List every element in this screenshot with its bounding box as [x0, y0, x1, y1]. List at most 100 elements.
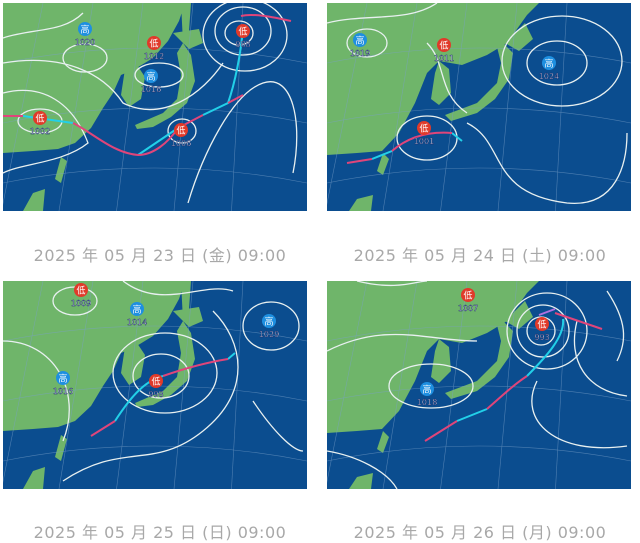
- weather-map-0523: 高 1020 低 1012 高 1016 低 988 低 1002 低 1006: [3, 3, 307, 211]
- high-pressure-icon: [78, 22, 92, 36]
- pressure-value: 1016: [53, 387, 73, 396]
- graticule: [327, 3, 631, 211]
- isobar: [112, 332, 218, 414]
- pressure-value: 1018: [417, 398, 437, 407]
- low-pressure-icon: [174, 123, 188, 137]
- map-caption: 2025 年 05 月 24 日 (土) 09:00: [353, 246, 607, 265]
- pressure-type: 高: [80, 24, 89, 36]
- pressure-type: 低: [149, 38, 158, 50]
- pressure-value: 1016: [141, 85, 161, 94]
- high-pressure-marker: 高 1016: [141, 69, 161, 94]
- isobar: [132, 353, 190, 399]
- isobar: [3, 12, 84, 39]
- isobars: [327, 281, 628, 489]
- pressure-type: 低: [463, 290, 472, 302]
- pressure-type: 高: [264, 316, 273, 328]
- pressure-value: 1019: [350, 49, 370, 58]
- low-pressure-marker: 低 1012: [144, 36, 164, 61]
- pressure-type: 高: [544, 58, 553, 70]
- isobar: [3, 89, 89, 174]
- isobar: [242, 301, 300, 351]
- isobar: [202, 3, 288, 72]
- pressure-type: 低: [176, 125, 185, 137]
- low-pressure-marker: 低 1009: [71, 283, 91, 308]
- occluded-front: [538, 308, 556, 316]
- low-pressure-icon: [149, 374, 163, 388]
- isobars: [327, 3, 628, 204]
- high-pressure-marker: 高 1018: [417, 382, 437, 407]
- low-pressure-icon: [417, 121, 431, 135]
- isobar: [573, 320, 628, 397]
- pressure-type: 低: [151, 376, 160, 388]
- pressure-type: 低: [238, 26, 247, 38]
- warm-front: [90, 358, 229, 437]
- cold-front: [371, 132, 463, 160]
- isobar: [327, 333, 478, 352]
- pressure-value: 1007: [458, 304, 478, 313]
- low-pressure-marker: 低 1006: [171, 123, 191, 148]
- isobar: [346, 28, 388, 58]
- weather-map-0526: 低 1007 低 993 高 1018: [327, 281, 631, 489]
- low-pressure-marker: 低 1007: [458, 288, 478, 313]
- isobar: [187, 81, 298, 204]
- isobar: [252, 400, 304, 452]
- pressure-type: 低: [76, 285, 85, 297]
- isobar: [426, 42, 468, 114]
- pressure-value: 1002: [30, 127, 50, 136]
- pressure-type: 高: [355, 35, 364, 47]
- isobar: [356, 281, 428, 287]
- pressure-type: 高: [58, 373, 67, 385]
- isobars: [3, 281, 304, 482]
- pressure-value: 993: [534, 333, 549, 342]
- low-pressure-marker: 低 988: [235, 24, 251, 49]
- low-pressure-icon: [535, 317, 549, 331]
- isobar: [62, 43, 108, 73]
- pressure-value: 1009: [71, 299, 91, 308]
- high-pressure-icon: [56, 371, 70, 385]
- isobar: [327, 3, 438, 24]
- low-pressure-marker: 低 1001: [414, 121, 434, 146]
- isobar: [134, 62, 184, 88]
- pressure-type: 低: [419, 123, 428, 135]
- pressure-value: 1011: [434, 54, 454, 63]
- warm-front: [3, 13, 292, 157]
- graticule: [327, 281, 631, 489]
- isobar: [167, 118, 197, 144]
- pressure-type: 高: [146, 71, 155, 83]
- isobar: [388, 363, 474, 409]
- isobar: [501, 15, 623, 107]
- isobar: [122, 281, 234, 296]
- high-pressure-marker: 高 1016: [53, 371, 73, 396]
- pressure-type: 高: [132, 304, 141, 316]
- warm-front: [424, 312, 603, 442]
- high-pressure-marker: 高 1014: [127, 302, 147, 327]
- pressure-value: 988: [235, 40, 250, 49]
- low-pressure-icon: [74, 283, 88, 297]
- low-pressure-icon: [236, 24, 250, 38]
- pressure-value: 998: [148, 390, 163, 399]
- low-pressure-icon: [461, 288, 475, 302]
- low-pressure-marker: 低 993: [534, 317, 550, 342]
- weather-map-0524: 高 1019 低 1011 高 1024 低 1001: [327, 3, 631, 211]
- high-pressure-icon: [262, 314, 276, 328]
- pressure-value: 1029: [259, 330, 279, 339]
- high-pressure-marker: 高 1019: [350, 33, 370, 58]
- low-pressure-icon: [33, 111, 47, 125]
- pressure-type: 低: [439, 40, 448, 52]
- map-caption: 2025 年 05 月 26 日 (月) 09:00: [353, 523, 607, 542]
- pressure-type: 低: [537, 319, 546, 331]
- isobar: [52, 286, 98, 316]
- low-pressure-icon: [147, 36, 161, 50]
- isobar: [606, 290, 625, 362]
- weather-map-0525: 低 1009 高 1014 高 1029 高 1016 低 998: [3, 281, 307, 489]
- high-pressure-marker: 高 1020: [75, 22, 95, 47]
- isobar: [3, 59, 224, 111]
- pressure-value: 1006: [171, 139, 191, 148]
- pressure-type: 低: [35, 113, 44, 125]
- warm-front: [346, 131, 453, 164]
- isobar: [214, 6, 272, 56]
- low-pressure-icon: [437, 38, 451, 52]
- isobar: [531, 380, 628, 449]
- pressure-type: 高: [422, 384, 431, 396]
- low-pressure-marker: 低 1002: [30, 111, 50, 136]
